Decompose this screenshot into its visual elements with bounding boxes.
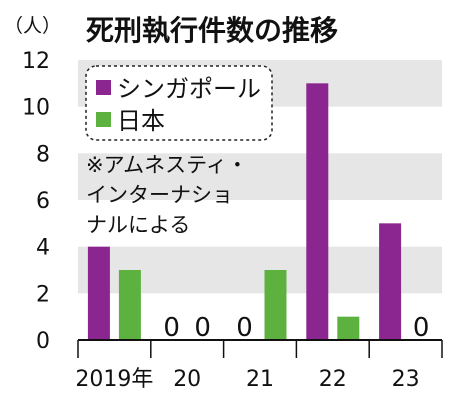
annotation-line-3: ナルによる bbox=[86, 213, 190, 237]
y-tick-label-0: 0 bbox=[36, 329, 50, 354]
zero-label-singapore-1: 0 bbox=[163, 313, 180, 343]
legend: シンガポール 日本 bbox=[85, 65, 273, 141]
bar-singapore-3 bbox=[306, 83, 329, 340]
y-tick-label-4: 4 bbox=[36, 236, 50, 261]
legend-label-singapore: シンガポール bbox=[117, 75, 261, 103]
unit-label: （人） bbox=[4, 15, 61, 37]
y-tick-label-2: 2 bbox=[36, 282, 50, 307]
source-annotation: ※アムネスティ・ インターナショ ナルによる bbox=[86, 153, 248, 237]
zero-label-singapore-2: 0 bbox=[236, 313, 253, 343]
x-tick-label-2: 21 bbox=[246, 367, 274, 392]
zero-label-japan-1: 0 bbox=[194, 313, 211, 343]
axes bbox=[77, 339, 443, 358]
zero-label-japan-4: 0 bbox=[413, 313, 430, 343]
x-tick-label-4: 23 bbox=[392, 367, 420, 392]
y-tick-label-8: 8 bbox=[36, 142, 50, 167]
bar-japan-2 bbox=[264, 270, 287, 340]
y-tick-label-10: 10 bbox=[22, 96, 50, 121]
bar-singapore-0 bbox=[87, 246, 110, 340]
legend-swatch-japan bbox=[96, 112, 111, 127]
bar-japan-3 bbox=[337, 316, 360, 340]
y-tick-label-12: 12 bbox=[22, 49, 50, 74]
bar-singapore-4 bbox=[379, 223, 402, 340]
annotation-line-1: ※アムネスティ・ bbox=[86, 153, 248, 177]
bar-japan-0 bbox=[118, 270, 141, 340]
bars bbox=[87, 83, 402, 340]
legend-box bbox=[85, 65, 273, 141]
x-tick-label-1: 20 bbox=[173, 367, 201, 392]
y-tick-label-6: 6 bbox=[36, 189, 50, 214]
x-tick-label-3: 22 bbox=[319, 367, 347, 392]
annotation-line-2: インターナショ bbox=[86, 183, 233, 207]
chart-title: 死刑執行件数の推移 bbox=[86, 14, 338, 47]
legend-label-japan: 日本 bbox=[117, 107, 165, 135]
legend-swatch-singapore bbox=[96, 80, 111, 95]
x-tick-label-0: 2019年 bbox=[75, 367, 153, 392]
grid-band-6-8 bbox=[78, 153, 442, 200]
